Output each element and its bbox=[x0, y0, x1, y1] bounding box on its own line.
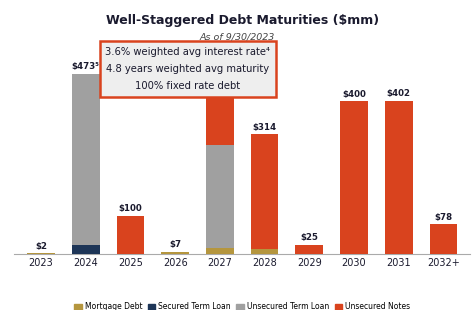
Text: $400: $400 bbox=[342, 90, 366, 99]
Bar bbox=[72, 73, 100, 245]
Title: Well-Staggered Debt Maturities ($mm): Well-Staggered Debt Maturities ($mm) bbox=[105, 14, 379, 27]
Bar bbox=[251, 134, 278, 249]
Text: $25: $25 bbox=[300, 233, 318, 242]
Text: As of 9/30/2023: As of 9/30/2023 bbox=[200, 33, 275, 42]
Text: $445: $445 bbox=[208, 73, 232, 82]
Bar bbox=[72, 245, 100, 254]
Bar bbox=[429, 224, 457, 254]
Bar bbox=[385, 101, 413, 254]
Text: $78: $78 bbox=[434, 213, 453, 222]
Legend: Mortgage Debt, Secured Term Loan, Unsecured Term Loan, Unsecured Notes: Mortgage Debt, Secured Term Loan, Unsecu… bbox=[71, 299, 414, 310]
Bar bbox=[206, 84, 234, 145]
Bar bbox=[206, 145, 234, 249]
Bar bbox=[206, 249, 234, 254]
Text: $314: $314 bbox=[253, 122, 276, 131]
Text: $100: $100 bbox=[119, 204, 142, 213]
Bar bbox=[117, 216, 144, 254]
Bar bbox=[340, 101, 368, 254]
Bar bbox=[295, 245, 323, 254]
Text: $2: $2 bbox=[35, 242, 47, 251]
Text: $7: $7 bbox=[169, 240, 181, 249]
Text: $402: $402 bbox=[387, 89, 411, 98]
Bar bbox=[162, 251, 189, 254]
Bar bbox=[251, 249, 278, 254]
Text: $473⁵: $473⁵ bbox=[72, 62, 100, 71]
Text: 3.6% weighted avg interest rate⁴
4.8 years weighted avg maturity
100% fixed rate: 3.6% weighted avg interest rate⁴ 4.8 yea… bbox=[105, 47, 270, 91]
